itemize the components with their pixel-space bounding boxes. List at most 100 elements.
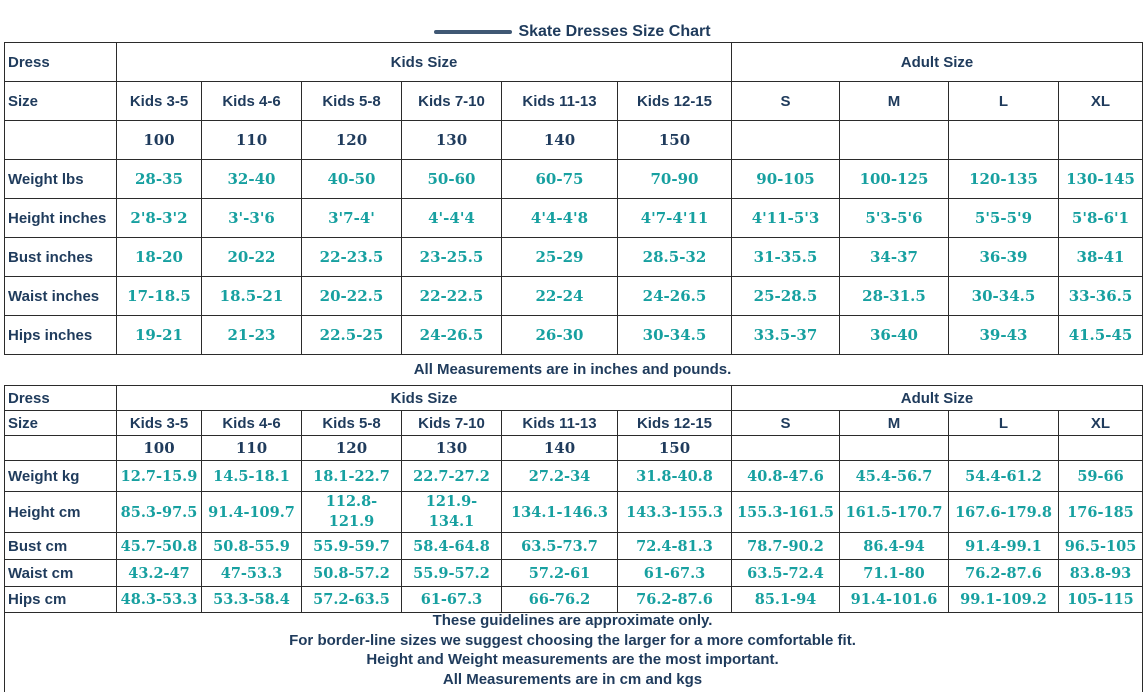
value-cell: 25-28.5 [731, 276, 840, 316]
imperial-note: All Measurements are in inches and pound… [413, 361, 732, 378]
value-cell: 3'-3'6 [201, 198, 302, 238]
value-cell: 31.8-40.8 [617, 460, 732, 492]
note-line: All Measurements are in cm and kgs [442, 670, 703, 688]
size-table-metric: Dress Kids Size Adult Size Size Kids 3-5 K… [4, 385, 1144, 613]
value-cell: 61-67.3 [401, 586, 502, 613]
value-cell: 33.5-37 [731, 315, 840, 355]
value-cell: 18.1-22.7 [301, 460, 402, 492]
value-cell: 34-37 [839, 237, 949, 277]
value-cell: 36-40 [839, 315, 949, 355]
value-cell: 60-75 [501, 159, 618, 199]
chart-title-text: Skate Dresses Size Chart [518, 23, 711, 40]
dress-header: Dress [4, 42, 117, 82]
number-cell: 130 [401, 435, 502, 461]
value-cell: 50.8-57.2 [301, 559, 402, 587]
row-label: Weight lbs [4, 159, 117, 199]
value-cell: 40.8-47.6 [731, 460, 840, 492]
value-cell: 22-23.5 [301, 237, 402, 277]
value-cell: 30-34.5 [617, 315, 732, 355]
value-cell: 57.2-61 [501, 559, 618, 587]
dress-header: Dress [4, 385, 117, 411]
value-cell: 31-35.5 [731, 237, 840, 277]
size-cell: Kids 4-6 [201, 81, 302, 121]
value-cell: 83.8-93 [1057, 559, 1144, 587]
value-cell: 39-43 [948, 315, 1059, 355]
value-cell: 24-26.5 [401, 315, 502, 355]
size-cell: S [731, 410, 840, 436]
value-cell: 2'8-3'2 [116, 198, 202, 238]
value-cell: 28-31.5 [839, 276, 949, 316]
value-cell: 55.9-57.2 [401, 559, 502, 587]
value-cell: 41.5-45 [1057, 315, 1144, 355]
value-cell: 130-145 [1057, 159, 1144, 199]
value-cell: 91.4-101.6 [839, 586, 949, 613]
chart-title: Skate Dresses Size Chart [0, 22, 1145, 42]
size-cell: Kids 5-8 [301, 81, 402, 121]
size-cell: Kids 7-10 [401, 410, 502, 436]
empty-cell [1057, 435, 1144, 461]
number-label-empty [4, 120, 117, 160]
value-cell: 71.1-80 [839, 559, 949, 587]
size-cell: Kids 12-15 [617, 410, 732, 436]
size-label: Size [4, 81, 117, 121]
value-cell: 120-135 [948, 159, 1059, 199]
empty-cell [839, 435, 949, 461]
number-cell: 150 [617, 120, 732, 160]
value-cell: 43.2-47 [116, 559, 202, 587]
table-row: Hips cm 48.3-53.3 53.3-58.4 57.2-63.5 61-67.… [4, 586, 1144, 613]
number-cell: 120 [301, 120, 402, 160]
size-cell: M [839, 410, 949, 436]
size-cell: M [839, 81, 949, 121]
size-table-imperial: Dress Kids Size Adult Size Size Kids 3-5 K… [4, 42, 1144, 355]
value-cell: 4'-4'4 [401, 198, 502, 238]
notes: These guidelines are approximate only. F… [0, 611, 1145, 689]
table-row: Waist cm 43.2-47 47-53.3 50.8-57.2 55.9-57.2… [4, 559, 1144, 587]
table-row: Bust inches 18-20 20-22 22-23.5 23-25.5 25-29… [4, 237, 1144, 277]
value-cell: 70-90 [617, 159, 732, 199]
value-cell: 23-25.5 [401, 237, 502, 277]
value-cell: 20-22 [201, 237, 302, 277]
value-cell: 85.3-97.5 [116, 491, 202, 533]
value-cell: 22-24 [501, 276, 618, 316]
number-cell: 110 [201, 435, 302, 461]
table-row: Weight lbs 28-35 32-40 40-50 50-60 60-75 70-90… [4, 159, 1144, 199]
value-cell: 50.8-55.9 [201, 532, 302, 560]
value-cell: 40-50 [301, 159, 402, 199]
row-label: Height inches [4, 198, 117, 238]
value-cell: 20-22.5 [301, 276, 402, 316]
row-label: Waist inches [4, 276, 117, 316]
value-cell: 96.5-105 [1057, 532, 1144, 560]
value-cell: 33-36.5 [1057, 276, 1144, 316]
size-cell: Kids 11-13 [501, 410, 618, 436]
value-cell: 54.4-61.2 [948, 460, 1059, 492]
number-cell: 100 [116, 120, 202, 160]
value-cell: 76.2-87.6 [948, 559, 1059, 587]
row-label: Weight kg [4, 460, 117, 492]
value-cell: 72.4-81.3 [617, 532, 732, 560]
value-cell: 112.8- 121.9 [301, 491, 402, 533]
value-cell: 32-40 [201, 159, 302, 199]
value-cell: 28.5-32 [617, 237, 732, 277]
table-row: Hips inches 19-21 21-23 22.5-25 24-26.5 26-30… [4, 315, 1144, 355]
number-cell: 140 [501, 435, 618, 461]
size-cell: XL [1057, 81, 1144, 121]
size-cell: Kids 12-15 [617, 81, 732, 121]
number-cell: 120 [301, 435, 402, 461]
number-row: 100 110 120 130 140 150 [4, 120, 1144, 160]
value-cell: 143.3-155.3 [617, 491, 732, 533]
value-cell: 18.5-21 [201, 276, 302, 316]
value-cell: 19-21 [116, 315, 202, 355]
size-row: Size Kids 3-5 Kids 4-6 Kids 5-8 Kids 7-10 Kid… [4, 410, 1144, 436]
table-row: Bust cm 45.7-50.8 50.8-55.9 55.9-59.7 58.4-6… [4, 532, 1144, 560]
size-cell: Kids 11-13 [501, 81, 618, 121]
size-cell: Kids 7-10 [401, 81, 502, 121]
value-cell: 22-22.5 [401, 276, 502, 316]
value-cell: 58.4-64.8 [401, 532, 502, 560]
table-row: Waist inches 17-18.5 18.5-21 20-22.5 22-22.5… [4, 276, 1144, 316]
value-cell: 12.7-15.9 [116, 460, 202, 492]
value-cell: 21-23 [201, 315, 302, 355]
note-line: For border-line sizes we suggest choosin… [289, 631, 856, 649]
value-cell: 36-39 [948, 237, 1059, 277]
value-cell: 47-53.3 [201, 559, 302, 587]
value-cell: 90-105 [731, 159, 840, 199]
